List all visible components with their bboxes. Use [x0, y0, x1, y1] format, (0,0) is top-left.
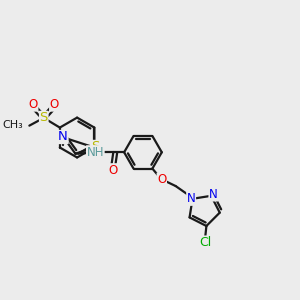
Text: N: N [209, 188, 218, 201]
Text: O: O [50, 98, 59, 111]
Text: NH: NH [87, 146, 104, 159]
Text: Cl: Cl [199, 236, 211, 249]
Text: O: O [108, 164, 117, 177]
Text: O: O [157, 173, 167, 186]
Text: CH₃: CH₃ [2, 120, 23, 130]
Text: S: S [91, 140, 99, 154]
Text: N: N [58, 130, 68, 143]
Text: O: O [28, 98, 38, 111]
Text: S: S [40, 111, 48, 124]
Text: N: N [187, 192, 196, 205]
